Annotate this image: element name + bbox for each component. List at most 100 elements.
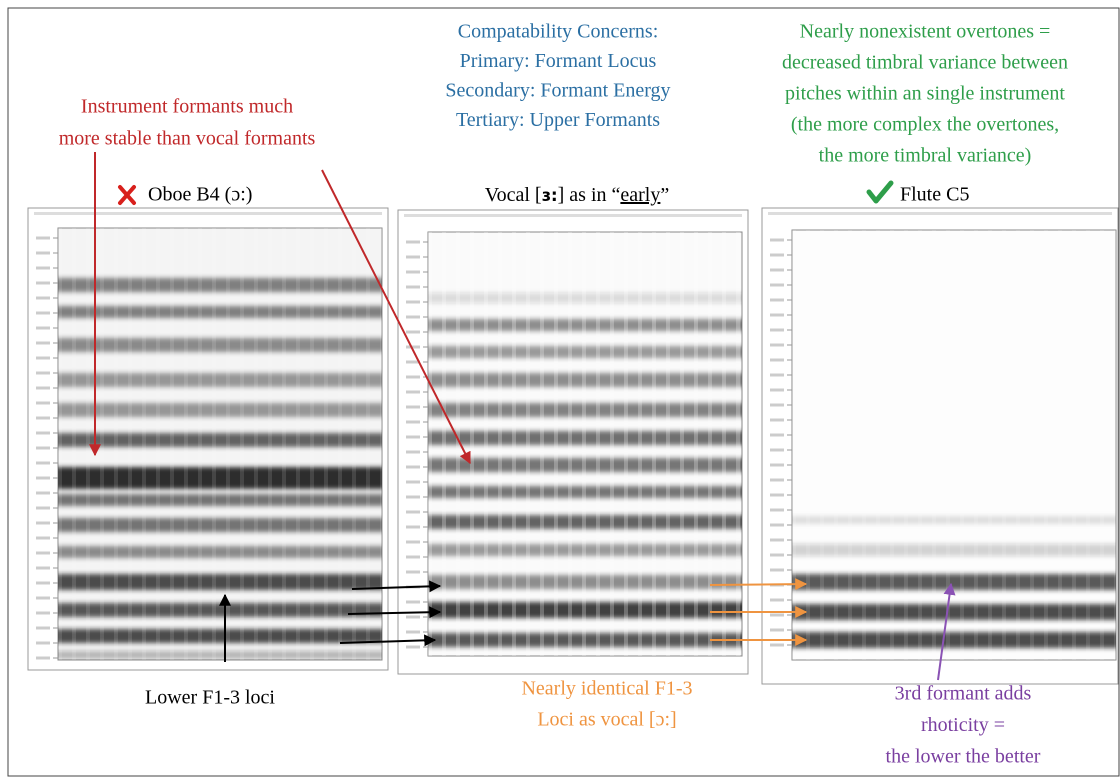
stripe bbox=[198, 228, 202, 660]
header-text bbox=[768, 212, 1112, 215]
axis-text bbox=[36, 327, 50, 330]
axis-text bbox=[770, 239, 784, 242]
stripe bbox=[1058, 230, 1062, 660]
band bbox=[782, 632, 1120, 648]
axis-text bbox=[36, 552, 50, 555]
axis-text bbox=[406, 256, 420, 259]
check-icon bbox=[869, 183, 891, 201]
axis-text bbox=[770, 284, 784, 287]
note-line: Compatability Concerns: bbox=[458, 21, 659, 43]
stripe bbox=[1016, 230, 1020, 660]
axis-text bbox=[406, 421, 420, 424]
axis-text bbox=[770, 314, 784, 317]
axis-text bbox=[406, 646, 420, 649]
stripe bbox=[268, 228, 272, 660]
axis-text bbox=[406, 241, 420, 244]
stripe bbox=[240, 228, 244, 660]
axis-text bbox=[36, 507, 50, 510]
x-icon bbox=[120, 187, 134, 203]
stripe bbox=[254, 228, 258, 660]
axis-text bbox=[36, 267, 50, 270]
panel-title: Flute C5 bbox=[900, 184, 969, 206]
note-line: the more timbral variance) bbox=[819, 145, 1032, 167]
note-line: 3rd formant adds bbox=[895, 683, 1032, 705]
axis-text bbox=[36, 522, 50, 525]
axis-text bbox=[36, 312, 50, 315]
header-text bbox=[404, 214, 742, 217]
axis-text bbox=[36, 582, 50, 585]
axis-text bbox=[770, 299, 784, 302]
note-line: Tertiary: Upper Formants bbox=[456, 109, 660, 131]
note-line: Nearly identical F1-3 bbox=[521, 678, 692, 700]
stripe bbox=[1044, 230, 1048, 660]
stripe bbox=[666, 232, 670, 656]
axis-text bbox=[770, 569, 784, 572]
stripe bbox=[918, 230, 922, 660]
note-line: pitches within an single instrument bbox=[785, 83, 1065, 105]
axis-text bbox=[406, 271, 420, 274]
note-line: Instrument formants much bbox=[81, 96, 293, 118]
stripe bbox=[142, 228, 146, 660]
stripe bbox=[582, 232, 586, 656]
axis-text bbox=[36, 462, 50, 465]
axis-text bbox=[770, 614, 784, 617]
axis-text bbox=[770, 599, 784, 602]
axis-text bbox=[406, 526, 420, 529]
stripe bbox=[708, 232, 712, 656]
axis-text bbox=[406, 451, 420, 454]
stripe bbox=[352, 228, 356, 660]
spectrograms bbox=[28, 208, 1120, 684]
axis-text bbox=[36, 537, 50, 540]
stripe bbox=[282, 228, 286, 660]
axis-text bbox=[770, 629, 784, 632]
axis-text bbox=[406, 541, 420, 544]
axis-text bbox=[406, 631, 420, 634]
axis-text bbox=[406, 556, 420, 559]
axis-text bbox=[770, 539, 784, 542]
stripe bbox=[540, 232, 544, 656]
axis-text bbox=[770, 344, 784, 347]
axis-text bbox=[770, 509, 784, 512]
axis-text bbox=[36, 432, 50, 435]
axis-text bbox=[36, 492, 50, 495]
note-line: the lower the better bbox=[886, 746, 1041, 768]
stripe bbox=[1100, 230, 1104, 660]
stripe bbox=[156, 228, 160, 660]
axis-text bbox=[36, 597, 50, 600]
stripe bbox=[834, 230, 838, 660]
axis-text bbox=[770, 374, 784, 377]
note-line: Secondary: Formant Energy bbox=[445, 80, 670, 102]
axis-text bbox=[36, 657, 50, 660]
axis-text bbox=[36, 372, 50, 375]
axis-text bbox=[406, 481, 420, 484]
axis-text bbox=[406, 406, 420, 409]
stripe bbox=[526, 232, 530, 656]
title-part: ɜ: bbox=[542, 186, 558, 206]
stripe bbox=[1030, 230, 1034, 660]
axis-text bbox=[36, 567, 50, 570]
axis-text bbox=[36, 297, 50, 300]
axis-text bbox=[770, 464, 784, 467]
note-line: Nearly nonexistent overtones = bbox=[800, 21, 1051, 43]
stripe bbox=[792, 230, 796, 660]
axis-text bbox=[36, 252, 50, 255]
spectrogram-plot bbox=[792, 230, 1116, 660]
stripe bbox=[428, 232, 432, 656]
note-line: more stable than vocal formants bbox=[59, 128, 316, 150]
axis-text bbox=[406, 601, 420, 604]
axis-text bbox=[770, 419, 784, 422]
header-text bbox=[34, 212, 382, 215]
axis-text bbox=[36, 612, 50, 615]
stripe bbox=[498, 232, 502, 656]
stripe bbox=[932, 230, 936, 660]
axis-text bbox=[406, 331, 420, 334]
stripe bbox=[554, 232, 558, 656]
stripe bbox=[324, 228, 328, 660]
title-part: ] as in “ bbox=[558, 184, 621, 206]
panel-title: Vocal [ɜ:] as in “early” bbox=[485, 184, 670, 206]
stripe bbox=[72, 228, 76, 660]
axis-text bbox=[406, 511, 420, 514]
stripe bbox=[100, 228, 104, 660]
stripe bbox=[366, 228, 370, 660]
axis-text bbox=[770, 359, 784, 362]
